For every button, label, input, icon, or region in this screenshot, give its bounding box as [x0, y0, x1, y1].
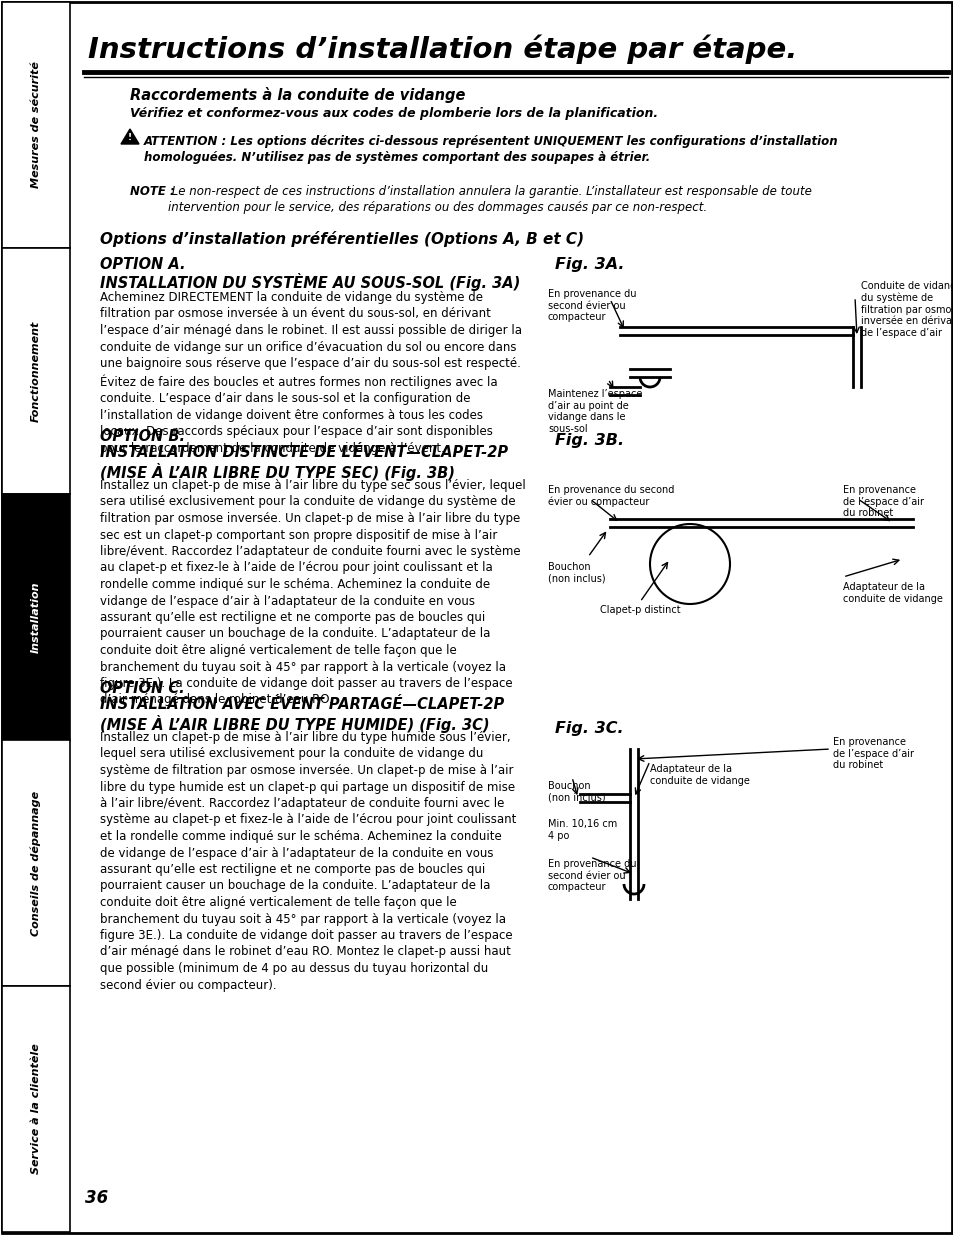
Text: Conduite de vidange
du système de
filtration par osmose
inversée en dérivation
d: Conduite de vidange du système de filtra… — [861, 282, 953, 338]
Text: Options d’installation préférentielles (Options A, B et C): Options d’installation préférentielles (… — [100, 231, 583, 247]
Text: En provenance
de l’espace d’air
du robinet: En provenance de l’espace d’air du robin… — [832, 737, 913, 771]
Text: 36: 36 — [85, 1189, 108, 1207]
Text: Service à la clientèle: Service à la clientèle — [30, 1044, 41, 1174]
Text: En provenance du second
évier ou compacteur: En provenance du second évier ou compact… — [547, 485, 674, 508]
Text: Fig. 3B.: Fig. 3B. — [555, 433, 623, 448]
Text: Le non-respect de ces instructions d’installation annulera la garantie. L’instal: Le non-respect de ces instructions d’ins… — [168, 185, 811, 214]
Bar — [2, 986, 70, 1233]
Text: !: ! — [128, 133, 132, 142]
Text: INSTALLATION AVEC ÉVENT PARTAGÉ—CLAPET-2P
(MISE À L’AIR LIBRE DU TYPE HUMIDE) (F: INSTALLATION AVEC ÉVENT PARTAGÉ—CLAPET-2… — [100, 697, 504, 734]
Bar — [2, 248, 70, 494]
Text: Min. 10,16 cm
4 po: Min. 10,16 cm 4 po — [547, 819, 617, 841]
Text: En provenance
de l’espace d’air
du robinet: En provenance de l’espace d’air du robin… — [842, 485, 923, 519]
Text: Mesures de sécurité: Mesures de sécurité — [30, 62, 41, 189]
Text: INSTALLATION DISTINCTE DE L’ÉVENT—CLAPET-2P
(MISE À L’AIR LIBRE DU TYPE SEC) (Fi: INSTALLATION DISTINCTE DE L’ÉVENT—CLAPET… — [100, 445, 508, 480]
Text: Maintenez l’espace
d’air au point de
vidange dans le
sous-sol: Maintenez l’espace d’air au point de vid… — [547, 389, 641, 433]
Text: Bouchon
(non inclus): Bouchon (non inclus) — [547, 562, 605, 584]
Text: NOTE :: NOTE : — [130, 185, 174, 198]
Text: OPTION A.: OPTION A. — [100, 257, 185, 272]
Bar — [2, 494, 70, 740]
Text: INSTALLATION DU SYSTÈME AU SOUS-SOL (Fig. 3A): INSTALLATION DU SYSTÈME AU SOUS-SOL (Fig… — [100, 273, 519, 291]
Bar — [2, 740, 70, 986]
Text: Clapet-p distinct: Clapet-p distinct — [599, 605, 679, 615]
Text: En provenance du
second évier ou
compacteur: En provenance du second évier ou compact… — [547, 860, 636, 892]
Text: Installez un clapet-p de mise à l’air libre du type sec sous l’évier, lequel
ser: Installez un clapet-p de mise à l’air li… — [100, 479, 525, 706]
Text: Fig. 3A.: Fig. 3A. — [555, 257, 624, 272]
Text: Installation: Installation — [30, 582, 41, 653]
Text: Fig. 3C.: Fig. 3C. — [555, 721, 623, 736]
Text: ATTENTION : Les options décrites ci-dessous représentent UNIQUEMENT les configur: ATTENTION : Les options décrites ci-dess… — [144, 135, 838, 164]
Text: Raccordements à la conduite de vidange: Raccordements à la conduite de vidange — [130, 86, 465, 103]
Text: Vérifiez et conformez-vous aux codes de plomberie lors de la planification.: Vérifiez et conformez-vous aux codes de … — [130, 107, 658, 120]
Text: Installez un clapet-p de mise à l’air libre du type humide sous l’évier,
lequel : Installez un clapet-p de mise à l’air li… — [100, 731, 516, 992]
Text: Instructions d’installation étape par étape.: Instructions d’installation étape par ét… — [88, 35, 797, 64]
Text: Adaptateur de la
conduite de vidange: Adaptateur de la conduite de vidange — [649, 764, 749, 785]
Text: Bouchon
(non inclus): Bouchon (non inclus) — [547, 781, 605, 803]
Text: Adaptateur de la
conduite de vidange: Adaptateur de la conduite de vidange — [842, 582, 942, 604]
Text: OPTION B.: OPTION B. — [100, 429, 185, 445]
Text: Fonctionnement: Fonctionnement — [30, 320, 41, 421]
Text: Conseils de dépannage: Conseils de dépannage — [30, 790, 41, 936]
Text: En provenance du
second évier ou
compacteur: En provenance du second évier ou compact… — [547, 289, 636, 322]
Bar — [2, 2, 70, 248]
Text: Acheminez DIRECTEMENT la conduite de vidange du système de
filtration par osmose: Acheminez DIRECTEMENT la conduite de vid… — [100, 291, 521, 454]
Text: OPTION C.: OPTION C. — [100, 680, 185, 697]
Polygon shape — [121, 128, 139, 144]
